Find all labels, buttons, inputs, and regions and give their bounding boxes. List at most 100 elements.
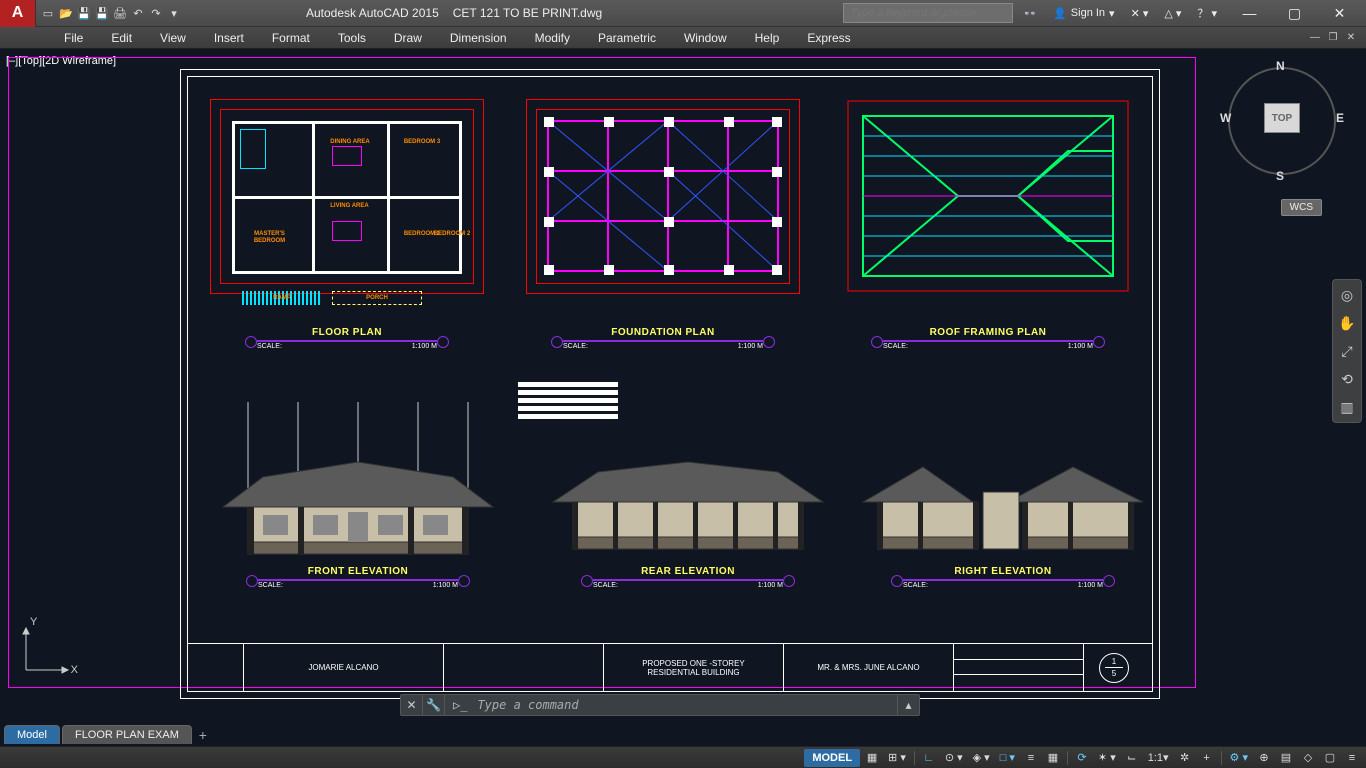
status-snap-icon[interactable]: ⊞ ▾ xyxy=(884,749,910,767)
status-autoscale-icon[interactable]: + xyxy=(1197,749,1217,767)
status-cleanscreen-icon[interactable]: ▢ xyxy=(1320,749,1340,767)
status-dynucs-icon[interactable]: ⌙ xyxy=(1122,749,1142,767)
tb-row2 xyxy=(954,660,1084,676)
infocenter-icon[interactable]: 👓 xyxy=(1017,3,1043,23)
minimize-button[interactable]: — xyxy=(1227,0,1272,27)
status-osnap-icon[interactable]: □ ▾ xyxy=(996,749,1019,767)
app-logo[interactable]: A xyxy=(0,0,36,27)
cmd-customize-icon[interactable]: 🔧 xyxy=(423,695,445,715)
command-line[interactable]: ✕ 🔧 ▷_ Type a command ▴ xyxy=(400,694,920,716)
viewcube[interactable]: TOP N S E W xyxy=(1222,61,1342,181)
doc-restore-button[interactable]: ❐ xyxy=(1324,29,1342,47)
status-transparency-icon[interactable]: ▦ xyxy=(1043,749,1063,767)
maximize-button[interactable]: ▢ xyxy=(1272,0,1317,27)
new-icon[interactable]: ▭ xyxy=(40,5,56,21)
tab-layout1[interactable]: FLOOR PLAN EXAM xyxy=(62,725,192,744)
plot-icon[interactable]: 🖨 xyxy=(112,5,128,21)
pan-icon[interactable]: ✋ xyxy=(1336,312,1358,334)
exchange-icon[interactable]: ✕ ▾ xyxy=(1125,3,1155,23)
menu-edit[interactable]: Edit xyxy=(97,27,146,49)
status-annoscale[interactable]: 1:1 ▾ xyxy=(1144,749,1173,767)
status-annovisibility-icon[interactable]: ✲ xyxy=(1175,749,1195,767)
zoom-extents-icon[interactable]: ⤢ xyxy=(1336,340,1358,362)
status-isolate-icon[interactable]: ◇ xyxy=(1298,749,1318,767)
tb-logo xyxy=(188,644,244,691)
menu-tools[interactable]: Tools xyxy=(324,27,380,49)
status-grid-icon[interactable]: ▦ xyxy=(862,749,882,767)
foundation-drawing xyxy=(518,91,808,321)
status-hardwareaccel-icon[interactable]: ▤ xyxy=(1276,749,1296,767)
wcs-badge[interactable]: WCS xyxy=(1281,199,1322,216)
navigation-bar: ◎ ✋ ⤢ ⟲ ▥ xyxy=(1332,279,1362,423)
viewcube-face[interactable]: TOP xyxy=(1264,103,1300,133)
search-input[interactable] xyxy=(843,3,1013,23)
a360-icon[interactable]: △ ▾ xyxy=(1158,3,1187,23)
status-lineweight-icon[interactable]: ≡ xyxy=(1021,749,1041,767)
status-isodraft-icon[interactable]: ◈ ▾ xyxy=(969,749,994,767)
ucs-x: X xyxy=(71,664,78,676)
menu-insert[interactable]: Insert xyxy=(200,27,258,49)
titleblock: JOMARIE ALCANO PROPOSED ONE -STOREY RESI… xyxy=(188,643,1152,691)
status-annomonitor-icon[interactable]: ⊕ xyxy=(1254,749,1274,767)
fixture xyxy=(240,129,266,169)
menu-express[interactable]: Express xyxy=(793,27,864,49)
open-icon[interactable]: 📂 xyxy=(58,5,74,21)
qat-more-icon[interactable]: ▾ xyxy=(166,5,182,21)
redo-icon[interactable]: ↷ xyxy=(148,5,164,21)
cmd-recent-icon[interactable]: ▴ xyxy=(897,695,919,715)
tb-project: PROPOSED ONE -STOREY RESIDENTIAL BUILDIN… xyxy=(604,644,784,691)
orbit-icon[interactable]: ⟲ xyxy=(1336,368,1358,390)
undo-icon[interactable]: ↶ xyxy=(130,5,146,21)
tb-sheet: 15 xyxy=(1084,644,1144,691)
title-text: Autodesk AutoCAD 2015 CET 121 TO BE PRIN… xyxy=(306,6,602,20)
floor-plan-drawing: DINING AREA LIVING AREA MASTER'S BEDROOM… xyxy=(202,91,492,321)
menu-dimension[interactable]: Dimension xyxy=(436,27,521,49)
label-master: MASTER'S BEDROOM xyxy=(242,231,297,244)
viewcube-east[interactable]: E xyxy=(1336,111,1344,125)
menu-modify[interactable]: Modify xyxy=(521,27,584,49)
menu-help[interactable]: Help xyxy=(741,27,794,49)
tb-blank1 xyxy=(444,644,604,691)
menu-draw[interactable]: Draw xyxy=(380,27,436,49)
label-porch: PORCH xyxy=(357,295,397,302)
save-icon[interactable]: 💾 xyxy=(76,5,92,21)
viewcube-north[interactable]: N xyxy=(1276,59,1285,73)
doc-minimize-button[interactable]: — xyxy=(1306,29,1324,47)
drawing-canvas[interactable]: [–][Top][2D Wireframe] TOP N S E W WCS ◎… xyxy=(0,49,1366,746)
help-icon[interactable]: ？ ▾ xyxy=(1191,3,1223,23)
foundation-title: FOUNDATION PLAN xyxy=(563,327,763,338)
status-3dosnap-icon[interactable]: ✶ ▾ xyxy=(1094,749,1120,767)
label-ramp: RAMP xyxy=(262,295,302,302)
menu-format[interactable]: Format xyxy=(258,27,324,49)
close-button[interactable]: ✕ xyxy=(1317,0,1362,27)
menu-parametric[interactable]: Parametric xyxy=(584,27,670,49)
file-name: CET 121 TO BE PRINT.dwg xyxy=(453,6,602,20)
viewcube-west[interactable]: W xyxy=(1220,111,1231,125)
menu-file[interactable]: File xyxy=(50,27,97,49)
sheet-border: DINING AREA LIVING AREA MASTER'S BEDROOM… xyxy=(187,76,1153,692)
ucs-icon[interactable]: X Y xyxy=(18,618,78,678)
floor-plan-bar xyxy=(257,340,437,342)
tb-row1 xyxy=(954,644,1084,660)
menubar: File Edit View Insert Format Tools Draw … xyxy=(0,27,1366,49)
floor-scale-l: SCALE: xyxy=(257,343,282,350)
status-cycling-icon[interactable]: ⟳ xyxy=(1072,749,1092,767)
cmd-input[interactable]: Type a command xyxy=(471,698,897,712)
cmd-close-icon[interactable]: ✕ xyxy=(401,695,423,715)
doc-close-button[interactable]: ✕ xyxy=(1342,29,1360,47)
status-model[interactable]: MODEL xyxy=(804,749,860,767)
status-polar-icon[interactable]: ⊙ ▾ xyxy=(941,749,967,767)
menu-view[interactable]: View xyxy=(146,27,200,49)
status-workspace-icon[interactable]: ⚙ ▾ xyxy=(1226,749,1252,767)
saveas-icon[interactable]: 💾 xyxy=(94,5,110,21)
fullnav-icon[interactable]: ◎ xyxy=(1336,284,1358,306)
tab-model[interactable]: Model xyxy=(4,725,60,744)
tab-add-button[interactable]: + xyxy=(194,726,212,744)
viewcube-south[interactable]: S xyxy=(1276,169,1284,183)
status-ortho-icon[interactable]: ∟ xyxy=(919,749,939,767)
signin-button[interactable]: 👤 Sign In ▾ xyxy=(1047,3,1120,23)
menu-window[interactable]: Window xyxy=(670,27,741,49)
status-customize-icon[interactable]: ≡ xyxy=(1342,749,1362,767)
showmotion-icon[interactable]: ▥ xyxy=(1336,396,1358,418)
roof-drawing xyxy=(838,91,1138,321)
